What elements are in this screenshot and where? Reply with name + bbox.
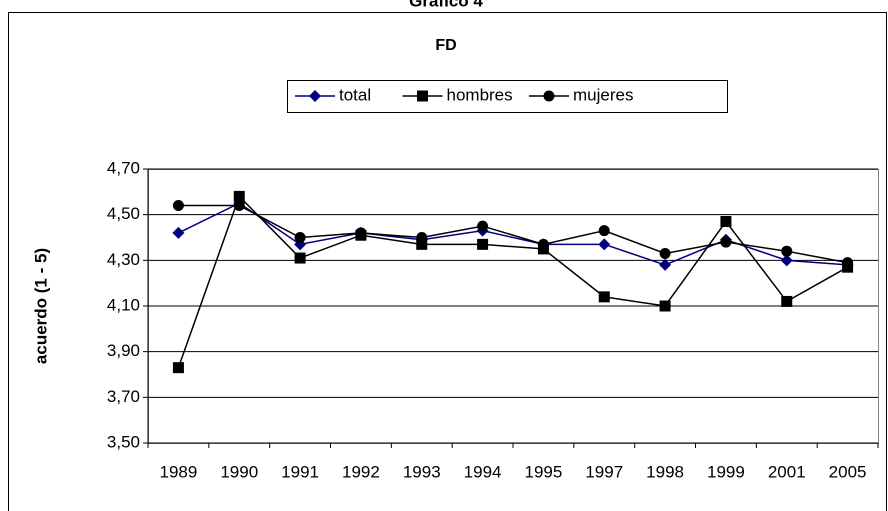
data-point	[537, 238, 549, 250]
x-tick-label: 1991	[281, 462, 319, 481]
legend-marker	[309, 90, 321, 102]
x-tick-label: 1994	[464, 462, 502, 481]
data-point	[294, 252, 306, 264]
data-point	[598, 238, 611, 251]
data-point	[233, 190, 245, 202]
data-point	[720, 216, 732, 228]
data-point	[659, 247, 671, 259]
series-line	[178, 204, 848, 264]
legend-label: hombres	[447, 85, 513, 104]
data-point	[842, 257, 854, 269]
data-point	[659, 258, 672, 271]
data-point	[172, 200, 184, 212]
x-tick-label: 1993	[403, 462, 441, 481]
x-tick-label: 1995	[525, 462, 563, 481]
data-point	[477, 238, 489, 250]
data-point	[294, 232, 306, 243]
data-point	[233, 200, 245, 212]
y-tick-label: 4,50	[107, 204, 140, 223]
legend-label: mujeres	[573, 85, 633, 104]
data-point	[416, 232, 428, 243]
x-tick-label: 1998	[646, 462, 684, 481]
series-line	[177, 195, 848, 368]
y-axis-label: acuerdo (1 - 5)	[31, 248, 50, 364]
y-tick-label: 4,70	[107, 158, 140, 177]
data-point	[781, 245, 793, 257]
data-point	[355, 227, 367, 239]
data-point	[598, 225, 610, 237]
data-point	[416, 238, 428, 250]
y-tick-label: 4,30	[107, 250, 140, 269]
data-point	[780, 254, 793, 267]
data-point	[720, 236, 732, 248]
x-tick-label: 1992	[342, 462, 380, 481]
x-tick-label: 2001	[768, 462, 806, 481]
x-tick-label: 1997	[585, 462, 623, 481]
x-tick-label: 1989	[160, 462, 198, 481]
data-point	[172, 362, 184, 374]
data-point	[598, 291, 610, 303]
x-tick-label: 1990	[220, 462, 258, 481]
y-tick-label: 3,50	[107, 432, 140, 451]
data-point	[781, 295, 793, 307]
legend-box	[287, 80, 728, 113]
data-point	[172, 226, 185, 239]
legend-marker	[417, 90, 428, 102]
x-tick-label: 1999	[707, 462, 745, 481]
chart-subtitle: FD	[435, 37, 456, 54]
x-tick-label: 2005	[829, 462, 867, 481]
legend-marker	[543, 90, 555, 102]
data-point	[477, 220, 489, 232]
data-point	[659, 300, 671, 312]
chart-title: Gráfico 4	[409, 0, 483, 10]
y-tick-label: 3,70	[107, 387, 140, 406]
legend-label: total	[339, 85, 371, 104]
y-tick-label: 4,10	[107, 295, 140, 314]
y-tick-label: 3,90	[107, 341, 140, 360]
